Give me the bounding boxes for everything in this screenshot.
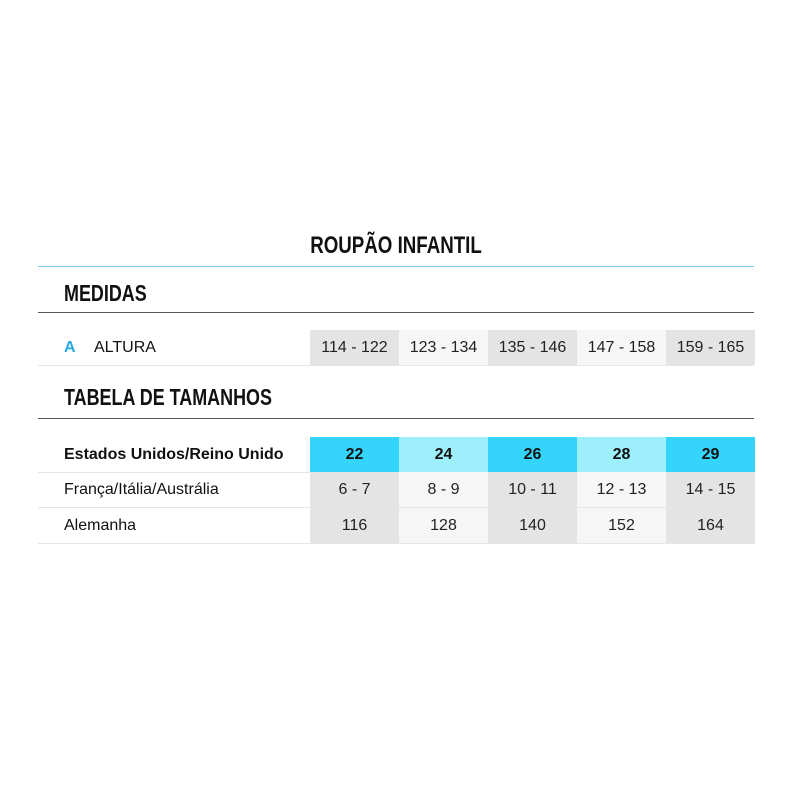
measure-cell: 123 - 134 <box>399 330 488 365</box>
header-cell: 28 <box>577 437 666 472</box>
measure-letter: A <box>64 339 76 356</box>
table-cell: 164 <box>666 508 755 543</box>
row-label: França/Itália/Austrália <box>64 481 219 498</box>
size-table-heading: TABELA DE TAMANHOS <box>64 384 272 410</box>
header-cell: 29 <box>666 437 755 472</box>
measures-divider <box>38 312 754 313</box>
header-label: Estados Unidos/Reino Unido <box>64 446 284 463</box>
table-cell: 140 <box>488 508 577 543</box>
measures-heading: MEDIDAS <box>64 280 147 306</box>
measure-cell: 159 - 165 <box>666 330 755 365</box>
measure-cell: 147 - 158 <box>577 330 666 365</box>
measure-cell: 114 - 122 <box>310 330 399 365</box>
table-cell: 116 <box>310 508 399 543</box>
table-cell: 12 - 13 <box>577 472 666 507</box>
table-row: Alemanha 116 128 140 152 164 <box>38 508 755 544</box>
header-cell: 24 <box>399 437 488 472</box>
title-divider <box>38 266 754 267</box>
table-row: França/Itália/Austrália 6 - 7 8 - 9 10 -… <box>38 472 755 508</box>
measure-label: ALTURA <box>94 339 156 356</box>
measure-row-height: A ALTURA 114 - 122 123 - 134 135 - 146 1… <box>38 330 755 366</box>
header-cell: 26 <box>488 437 577 472</box>
row-label: Alemanha <box>64 517 137 534</box>
table-cell: 128 <box>399 508 488 543</box>
page-title: ROUPÃO INFANTIL <box>310 232 482 259</box>
table-cell: 10 - 11 <box>488 472 577 507</box>
table-cell: 152 <box>577 508 666 543</box>
measure-cell: 135 - 146 <box>488 330 577 365</box>
table-cell: 14 - 15 <box>666 472 755 507</box>
size-table-divider <box>38 418 754 419</box>
table-cell: 6 - 7 <box>310 472 399 507</box>
table-cell: 8 - 9 <box>399 472 488 507</box>
header-cell: 22 <box>310 437 399 472</box>
size-table-header-row: Estados Unidos/Reino Unido 22 24 26 28 2… <box>38 437 755 473</box>
